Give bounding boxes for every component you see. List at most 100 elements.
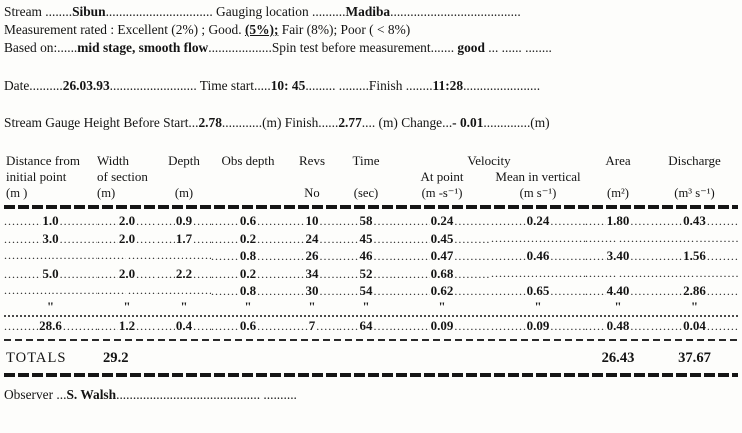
table-cell: ........................................… [651,317,738,333]
table-cell: ........................................… [157,283,211,297]
gauging-location-value: Madiba [345,4,391,19]
table-cell: ........................................… [97,248,157,262]
gauge-height-line: Stream Gauge Height Before Start...2.78.… [4,114,738,132]
table-row: ........................................… [4,230,738,248]
based-on-label: Based on:...... [4,40,78,55]
table-cell: ........................................… [585,265,651,280]
table-cell: ........................................… [97,230,157,246]
col-depth-header: Depth [168,153,200,168]
table-cell: ........................................… [393,230,491,246]
col-revs-header: Revs [299,153,325,168]
table-row: ........................................… [4,282,738,300]
gauge-change-label: .... (m) Change... [361,115,453,130]
totals-area-value: 26.43 [601,350,635,366]
totals-width-value: 29.2 [103,350,129,366]
table-cell: ........................................… [211,248,285,263]
col-width-unit: (m) [97,186,116,200]
table-cell: ........................................… [157,265,211,281]
col-width-header: Width [97,153,129,168]
table-cell: ........................................… [4,283,97,297]
table-cell: ........................................… [339,283,393,298]
col-time-header: Time [352,153,380,168]
date-label: Date.......... [4,78,63,93]
measurement-rating-line: Measurement rated : Excellent (2%) ; Goo… [4,21,738,39]
table-cell: ........................................… [4,230,97,246]
table-cell: ........................................… [4,317,97,333]
table-cell: ........................................… [393,248,491,263]
spin-test-label: ...................Spin test before meas… [208,40,458,55]
time-start-label: .......................... Time start...… [109,78,271,93]
table-cell: ........................................… [157,230,211,246]
pre-totals-rule [4,339,738,341]
table-cell: ........................................… [211,283,285,298]
col-distance-header: Distance from [6,153,81,168]
gauge-change-value: - 0.01 [452,115,484,130]
table-cell: ........................................… [491,317,585,333]
table-header-units-row: (m ) (m) (m) No (sec) (m -s⁻¹) (m s⁻¹) (… [4,185,738,201]
header-divider-rule [4,205,738,209]
table-cell: ........................................… [157,317,211,333]
table-row: " " " " " " " " " " [4,300,738,317]
gauge-line-trailing: ..............(m) [483,115,550,130]
table-cell: " [308,299,316,314]
rating-label: Measurement rated : Excellent (2%) ; Goo… [4,22,245,37]
col-area-unit: (m²) [607,186,629,200]
table-cell: " [46,299,55,314]
table-cell: ........................................… [393,317,491,333]
table-cell: ........................................… [393,265,491,281]
based-on-line: Based on:......mid stage, smooth flow...… [4,39,738,57]
col-revs-unit: No [304,186,320,200]
col-at-point-unit: (m -s⁻¹) [421,186,463,200]
spin-test-value: good [457,40,485,55]
table-cell: " [362,299,370,314]
table-cell: ........................................… [97,213,157,228]
table-cell: ........................................… [97,283,157,297]
table-cell: ........................................… [97,317,157,333]
based-on-trailing-dots: ... ...... ........ [484,40,552,55]
table-row: ........................................… [4,212,738,230]
table-cell: ........................................… [585,283,651,298]
col-discharge-unit: (m³ s⁻¹) [674,186,715,200]
table-cell: ........................................… [339,230,393,246]
col-distance-header-2: initial point [6,169,67,184]
rating-selected-value: (5%); [244,22,279,37]
table-cell: ........................................… [491,230,585,245]
table-cell: ........................................… [4,213,97,228]
table-cell: ........................................… [491,213,585,228]
table-cell: ........................................… [393,283,491,298]
table-cell: ........................................… [339,213,393,228]
date-value: 26.03.93 [62,78,110,93]
finish-label: ......... .........Finish ........ [305,78,433,93]
stream-value: Sibun [72,4,106,19]
table-row: ........................................… [4,247,738,265]
table-body: ........................................… [4,212,738,334]
stream-line: Stream ........Sibun....................… [4,3,738,21]
col-velocity-header: Velocity [467,153,511,168]
table-cell: ........................................… [339,317,393,333]
table-cell: ........................................… [651,230,738,245]
table-cell: ........................................… [651,283,738,298]
col-at-point-header: At point [420,169,464,184]
col-area-header: Area [605,153,631,168]
col-mean-vertical-header: Mean in vertical [495,169,581,184]
table-cell: ........................................… [285,283,339,298]
table-cell: ........................................… [211,230,285,246]
table-cell: ........................................… [157,248,211,262]
table-header-row-2: initial point of section At point Mean i… [4,169,738,185]
table-cell: ........................................… [491,283,585,298]
table-cell: ........................................… [211,317,285,333]
table-header: Distance from Width Depth Obs depth Revs… [4,153,738,201]
finish-value: 11:28 [432,78,464,93]
based-on-value: mid stage, smooth flow [77,40,209,55]
table-cell: ........................................… [585,213,651,228]
table-cell: ........................................… [285,230,339,246]
table-cell: ........................................… [585,317,651,333]
observer-value: S. Walsh [66,387,117,402]
col-obs-depth-header: Obs depth [221,153,275,168]
col-width-header-2: of section [97,169,148,184]
observer-line: Observer ...S. Walsh....................… [4,386,738,404]
gauging-location-label: ................................ Gauging… [105,4,346,19]
table-cell: " [690,299,699,314]
table-cell: ........................................… [97,265,157,281]
table-cell: " [534,299,542,314]
